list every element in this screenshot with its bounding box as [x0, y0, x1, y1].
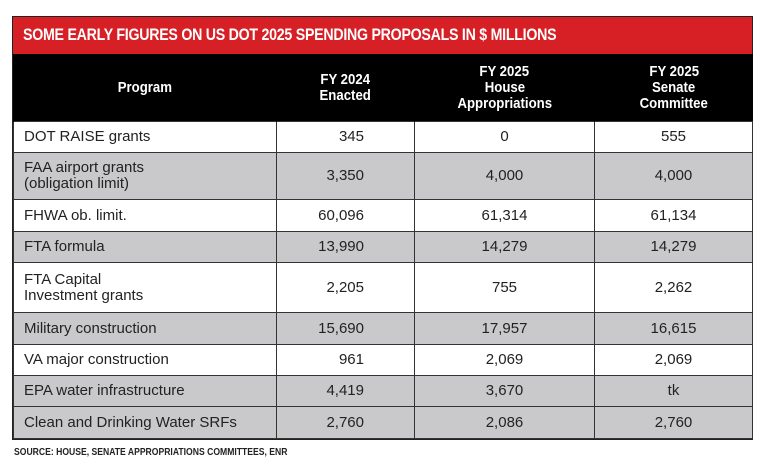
program-name: FTA Capital [24, 270, 102, 288]
header-label: Appropriations [457, 94, 552, 112]
senate-cell: tk [594, 375, 753, 407]
table-row: EPA water infrastructure 4,419 3,670 tk [13, 375, 753, 407]
fy2024-cell: 2,760 [276, 406, 415, 439]
house-cell: 2,086 [414, 406, 595, 439]
house-cell: 3,670 [414, 375, 595, 407]
column-header-fy2024: FY 2024 Enacted [276, 54, 415, 122]
fy2024-cell: 3,350 [276, 152, 415, 200]
program-cell: Clean and Drinking Water SRFs [13, 406, 277, 439]
program-cell: FTA formula [13, 231, 277, 263]
program-name: DOT RAISE grants [24, 128, 151, 145]
program-cell: EPA water infrastructure [13, 375, 277, 407]
header-label: Enacted [319, 86, 372, 104]
column-header-fy2025-senate: FY 2025 Senate Committee [594, 54, 753, 122]
senate-cell: 2,069 [594, 344, 753, 376]
house-cell: 0 [414, 121, 595, 153]
fy2024-cell: 15,690 [276, 312, 415, 345]
column-header-program: Program [13, 54, 277, 122]
program-cell: VA major construction [13, 344, 277, 376]
table-title: SOME EARLY FIGURES ON US DOT 2025 SPENDI… [23, 26, 557, 44]
program-cell: FAA airport grants (obligation limit) [13, 152, 277, 200]
table-row: DOT RAISE grants 345 0 555 [13, 121, 753, 153]
header-label: Program [117, 78, 173, 96]
senate-cell: 14,279 [594, 231, 753, 263]
fy2024-cell: 2,205 [276, 262, 415, 313]
program-name-line2: (obligation limit) [24, 175, 130, 192]
program-name-line2: Investment grants [24, 286, 144, 304]
table-row: Clean and Drinking Water SRFs 2,760 2,086 2… [13, 406, 753, 439]
program-name: EPA water infrastructure [24, 382, 185, 399]
house-cell: 2,069 [414, 344, 595, 376]
program-name: Military construction [24, 319, 157, 337]
fy2024-cell: 345 [276, 121, 415, 153]
program-name: FAA airport grants [24, 159, 145, 176]
senate-cell: 2,760 [594, 406, 753, 439]
program-name: VA major construction [24, 351, 169, 368]
table-row: Military construction 15,690 17,957 16,615 [13, 312, 753, 345]
senate-cell: 16,615 [594, 312, 753, 345]
program-name: FHWA ob. limit. [24, 206, 127, 224]
program-cell: FTA Capital Investment grants [13, 262, 277, 313]
program-cell: FHWA ob. limit. [13, 199, 277, 232]
source-note: SOURCE: HOUSE, SENATE APPROPRIATIONS COM… [14, 446, 288, 458]
spending-table: Program FY 2024 Enacted FY 2025 House Ap… [13, 54, 753, 439]
house-cell: 17,957 [414, 312, 595, 345]
table-header: Program FY 2024 Enacted FY 2025 House Ap… [13, 54, 753, 122]
house-cell: 61,314 [414, 199, 595, 232]
house-cell: 4,000 [414, 152, 595, 200]
header-label: Senate [652, 78, 696, 96]
table-row: FAA airport grants (obligation limit) 3,35… [13, 152, 753, 200]
program-name: Clean and Drinking Water SRFs [24, 413, 237, 431]
table-row: FHWA ob. limit. 60,096 61,314 61,134 [13, 199, 753, 232]
program-cell: Military construction [13, 312, 277, 345]
senate-cell: 2,262 [594, 262, 753, 313]
header-label: FY 2025 [648, 62, 699, 80]
table-row: FTA Capital Investment grants 2,205 755 2,26… [13, 262, 753, 313]
program-name: FTA formula [24, 238, 105, 255]
table-row: FTA formula 13,990 14,279 14,279 [13, 231, 753, 263]
table-title-bar: SOME EARLY FIGURES ON US DOT 2025 SPENDI… [13, 17, 752, 54]
senate-cell: 61,134 [594, 199, 753, 232]
header-row: Program FY 2024 Enacted FY 2025 House Ap… [13, 54, 753, 122]
fy2024-cell: 4,419 [276, 375, 415, 407]
spending-table-graphic: SOME EARLY FIGURES ON US DOT 2025 SPENDI… [12, 16, 753, 440]
header-label: FY 2025 [479, 62, 530, 80]
program-cell: DOT RAISE grants [13, 121, 277, 153]
header-label: Committee [639, 94, 708, 112]
header-label: FY 2024 [320, 70, 371, 88]
fy2024-cell: 13,990 [276, 231, 415, 263]
table-row: VA major construction 961 2,069 2,069 [13, 344, 753, 376]
senate-cell: 555 [594, 121, 753, 153]
header-label: House [484, 78, 525, 96]
fy2024-cell: 60,096 [276, 199, 415, 232]
house-cell: 755 [414, 262, 595, 313]
column-header-fy2025-house: FY 2025 House Appropriations [414, 54, 595, 122]
fy2024-cell: 961 [276, 344, 415, 376]
senate-cell: 4,000 [594, 152, 753, 200]
table-body: DOT RAISE grants 345 0 555 FAA airport grant… [13, 121, 753, 439]
house-cell: 14,279 [414, 231, 595, 263]
